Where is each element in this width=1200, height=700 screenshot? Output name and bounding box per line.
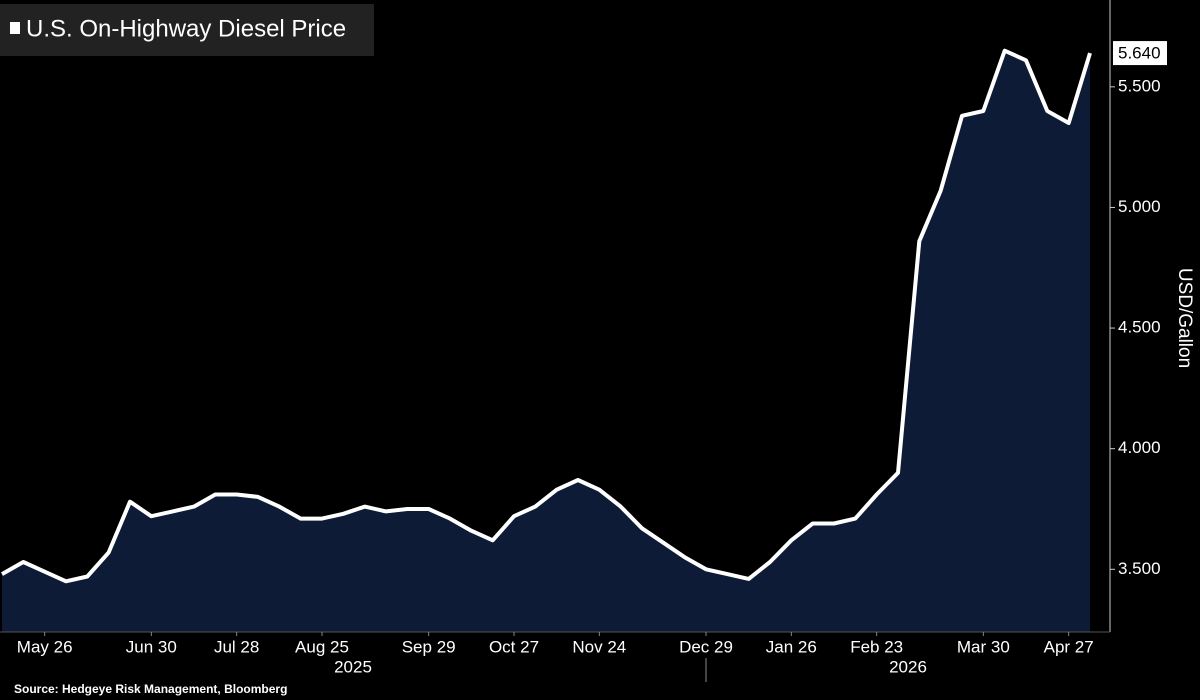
- chart-title: U.S. On-Highway Diesel Price: [26, 15, 346, 42]
- y-tick-label: 3.500: [1118, 559, 1161, 578]
- year-label: 2026: [889, 657, 927, 676]
- x-tick-label: Sep 29: [402, 637, 456, 656]
- x-tick-label: Nov 24: [572, 637, 626, 656]
- y-axis-label: USD/Gallon: [1174, 268, 1195, 368]
- title-marker: [10, 22, 20, 34]
- x-tick-label: Jun 30: [126, 637, 177, 656]
- line: [1, 48, 1092, 584]
- x-tick-label: Oct 27: [489, 637, 539, 656]
- y-tick-label: 5.000: [1118, 197, 1161, 216]
- x-tick-label: Jan 26: [766, 637, 817, 656]
- title-box: [0, 4, 374, 56]
- x-tick-label: Dec 29: [679, 637, 733, 656]
- x-tick-label: May 26: [17, 637, 73, 656]
- value-label-box: [1113, 41, 1167, 66]
- year-label: 2025: [334, 657, 372, 676]
- x-tick-label: Apr 27: [1044, 637, 1094, 656]
- x-tick-label: Mar 30: [957, 637, 1010, 656]
- x-tick-label: Feb 23: [850, 637, 903, 656]
- x-tick-label: Jul 28: [214, 637, 259, 656]
- y-tick-label: 4.000: [1118, 438, 1161, 457]
- source: Source: Hedgeye Risk Management, Bloombe…: [14, 682, 287, 696]
- y-tick-label: 4.500: [1118, 318, 1161, 337]
- x-tick-label: Aug 25: [295, 637, 349, 656]
- value-label: 5.640: [1118, 44, 1161, 63]
- y-tick-label: 5.500: [1118, 76, 1161, 95]
- area: [2, 50, 1090, 632]
